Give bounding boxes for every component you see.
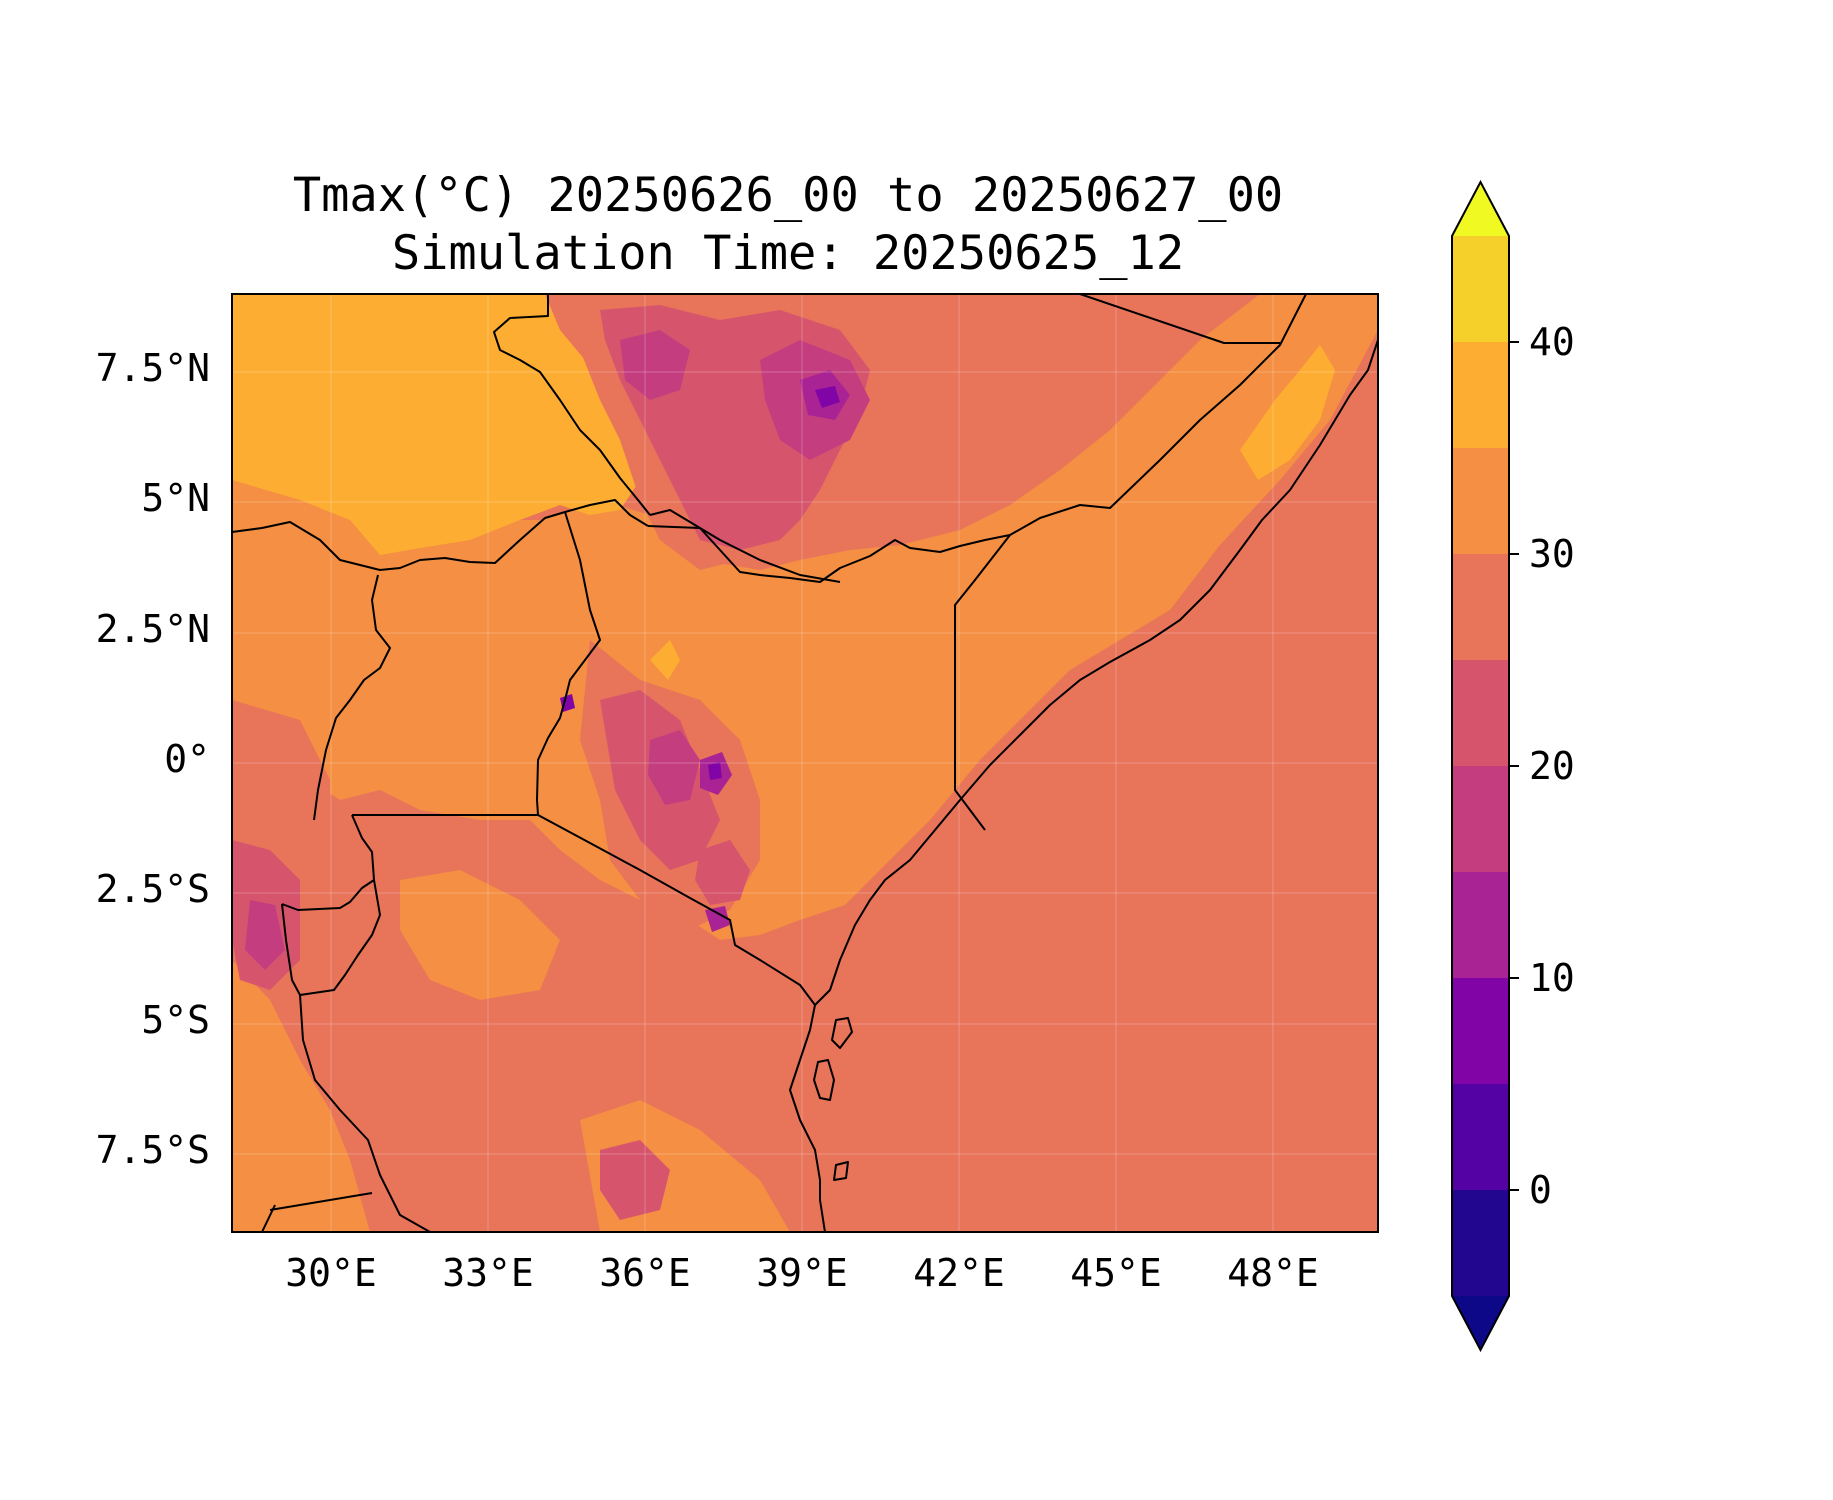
colorbar-outline — [1451, 179, 1510, 1353]
island-pemba — [831, 1017, 853, 1049]
colorbar-segment — [1452, 448, 1509, 554]
colorbar-tick-label: 0 — [1529, 1168, 1552, 1212]
x-tick-labels: 30°E 33°E 36°E 39°E 42°E 45°E 48°E — [285, 1251, 1319, 1295]
borders — [232, 294, 1378, 1232]
colorbar-segment — [1452, 342, 1509, 448]
border-rwanda-burundi — [281, 814, 375, 911]
y-tick-label: 7.5°S — [96, 1128, 210, 1172]
border-kenya-somalia — [954, 534, 1011, 831]
band-20-25-kenya — [695, 840, 750, 905]
colorbar-segment — [1452, 554, 1509, 660]
border-uganda-kenya-west — [536, 511, 601, 816]
y-tick-label: 7.5°N — [96, 346, 210, 390]
colorbar: 0 10 20 30 40 — [1451, 179, 1575, 1353]
border-ss-uganda-kenya — [232, 499, 649, 571]
x-tick-label: 30°E — [285, 1251, 377, 1295]
map-title: Tmax(°C) 20250626_00 to 20250627_00 — [293, 168, 1283, 223]
x-tick-label: 39°E — [756, 1251, 848, 1295]
y-tick-label: 2.5°S — [96, 867, 210, 911]
band-5-10-peak-ethiopia — [815, 386, 840, 408]
colorbar-tick-label: 20 — [1529, 744, 1575, 788]
band-30-35-tanzania — [400, 870, 560, 1000]
border-ethiopia-somaliland — [1079, 294, 1280, 344]
colorbar-segment — [1452, 236, 1509, 342]
colorbar-extend-max — [1452, 182, 1509, 236]
border-uganda-drc — [313, 574, 391, 821]
border-kenya-tanzania — [537, 814, 816, 1006]
band-35-40-somalia — [1240, 345, 1335, 480]
x-tick-label: 33°E — [442, 1251, 534, 1295]
border-kenya-ethiopia — [647, 525, 1011, 583]
temperature-field — [232, 294, 1378, 1232]
y-tick-label: 2.5°N — [96, 607, 210, 651]
border-zambia-tanzania — [269, 1192, 373, 1211]
y-tick-label: 5°S — [141, 998, 210, 1042]
band-35-40-patch — [650, 640, 680, 680]
colorbar-segment — [1452, 872, 1509, 978]
x-tick-label: 42°E — [913, 1251, 1005, 1295]
band-35-40-sudan — [232, 294, 640, 555]
y-tick-labels: 7.5°N 5°N 2.5°N 0° 2.5°S 5°S 7.5°S — [96, 346, 210, 1172]
y-tick-label: 0° — [164, 737, 210, 781]
band-15-20-rift — [648, 730, 700, 805]
border-lake-tanganyika — [281, 903, 431, 1232]
band-20-25-south — [600, 1140, 670, 1220]
island-zanzibar — [813, 1059, 835, 1101]
band-30-35-land — [232, 294, 1378, 940]
colorbar-segment — [1452, 766, 1509, 872]
border-south-sudan-north — [493, 294, 651, 516]
island-mafia — [833, 1161, 849, 1181]
border-ss-ethiopia — [649, 509, 841, 583]
colorbar-segment — [1452, 1190, 1509, 1296]
colorbar-tick-label: 40 — [1529, 320, 1575, 364]
gridlines — [232, 294, 1378, 1232]
colorbar-segment — [1452, 978, 1509, 1084]
band-5-10-peak-kenya — [708, 762, 722, 780]
border-zambia-malawi — [261, 1204, 276, 1232]
band-10-15-kili — [705, 906, 730, 932]
map-plot-area — [232, 294, 1378, 1232]
band-15-20-north — [620, 330, 690, 400]
colorbar-tick-label: 10 — [1529, 956, 1575, 1000]
coastline-east-africa — [789, 339, 1378, 1232]
band-30-35-west — [232, 960, 370, 1232]
y-tick-label: 5°N — [141, 476, 210, 520]
colorbar-segment — [1452, 1084, 1509, 1190]
x-tick-label: 45°E — [1070, 1251, 1162, 1295]
colorbar-tick-label: 30 — [1529, 532, 1575, 576]
map-subtitle: Simulation Time: 20250625_12 — [392, 226, 1184, 281]
x-tick-label: 48°E — [1227, 1251, 1319, 1295]
map-frame — [231, 293, 1379, 1233]
border-burundi-tanzania — [299, 879, 381, 996]
colorbar-extend-min — [1452, 1296, 1509, 1350]
border-ethiopia-somalia — [1009, 294, 1307, 536]
x-tick-label: 36°E — [599, 1251, 691, 1295]
colorbar-segment — [1452, 660, 1509, 766]
band-15-20-west — [245, 900, 285, 970]
